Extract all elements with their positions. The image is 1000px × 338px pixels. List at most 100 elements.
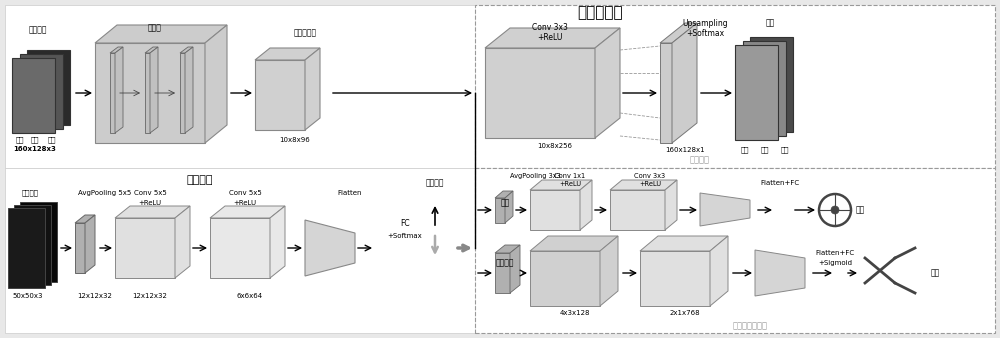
Text: +ReLU: +ReLU [537, 33, 563, 43]
Text: 高级指令: 高级指令 [426, 178, 444, 188]
Text: 左右两侧: 左右两侧 [496, 259, 514, 267]
Text: Conv 3x3: Conv 3x3 [634, 173, 666, 179]
Polygon shape [710, 236, 728, 306]
Polygon shape [672, 23, 697, 143]
Text: 12x12x32: 12x12x32 [78, 293, 112, 299]
Polygon shape [530, 251, 600, 306]
Text: 10x8x256: 10x8x256 [538, 143, 572, 149]
Text: 中间: 中间 [741, 147, 749, 153]
Polygon shape [505, 191, 513, 223]
Polygon shape [110, 53, 115, 133]
Polygon shape [110, 47, 123, 53]
Polygon shape [495, 245, 520, 253]
Text: Upsampling: Upsampling [682, 19, 728, 27]
Text: +ReLU: +ReLU [559, 181, 581, 187]
Polygon shape [75, 215, 95, 223]
Text: Conv 5x5: Conv 5x5 [134, 190, 166, 196]
Polygon shape [610, 180, 677, 190]
Polygon shape [180, 53, 185, 133]
Text: +ReLU: +ReLU [639, 181, 661, 187]
Polygon shape [600, 236, 618, 306]
Text: 左侧: 左侧 [761, 147, 769, 153]
Polygon shape [115, 47, 123, 133]
Text: +ReLU: +ReLU [138, 200, 162, 206]
Polygon shape [5, 5, 475, 168]
Polygon shape [665, 180, 677, 230]
Polygon shape [530, 180, 592, 190]
Polygon shape [495, 253, 510, 293]
Text: 多任务网络: 多任务网络 [577, 5, 623, 21]
Text: 导航地图: 导航地图 [22, 190, 38, 196]
Polygon shape [485, 28, 620, 48]
Polygon shape [95, 43, 205, 143]
Text: 右侧: 右侧 [781, 147, 789, 153]
Polygon shape [185, 47, 193, 133]
Polygon shape [8, 208, 45, 288]
Text: Conv 3x3: Conv 3x3 [532, 24, 568, 32]
Text: +Softmax: +Softmax [388, 233, 422, 239]
Polygon shape [145, 53, 150, 133]
Polygon shape [255, 60, 305, 130]
Polygon shape [115, 218, 175, 278]
Polygon shape [150, 47, 158, 133]
Text: 编码器: 编码器 [148, 24, 162, 32]
Text: 路口: 路口 [930, 268, 940, 277]
Polygon shape [640, 236, 728, 251]
Polygon shape [180, 47, 193, 53]
Text: 转角: 转角 [855, 206, 865, 215]
Text: 中间: 中间 [500, 198, 510, 208]
Polygon shape [75, 223, 85, 273]
Polygon shape [270, 206, 285, 278]
Text: 10x8x96: 10x8x96 [280, 137, 310, 143]
Text: 左侧: 左侧 [31, 137, 39, 143]
Text: 地图网络: 地图网络 [187, 175, 213, 185]
Text: Flatten+FC: Flatten+FC [815, 250, 855, 256]
Text: +Sigmoid: +Sigmoid [818, 260, 852, 266]
Text: +Softmax: +Softmax [686, 28, 724, 38]
Text: 编码器输出: 编码器输出 [293, 28, 317, 38]
Polygon shape [95, 25, 227, 43]
Polygon shape [85, 215, 95, 273]
Polygon shape [210, 218, 270, 278]
Text: Conv 1x1: Conv 1x1 [554, 173, 586, 179]
Polygon shape [743, 41, 786, 136]
Text: 中间: 中间 [16, 137, 24, 143]
Polygon shape [12, 58, 55, 133]
Polygon shape [210, 206, 285, 218]
Polygon shape [735, 45, 778, 140]
Text: Conv 5x5: Conv 5x5 [229, 190, 261, 196]
Polygon shape [20, 202, 57, 282]
Polygon shape [305, 220, 355, 276]
Text: 相机图片: 相机图片 [29, 25, 47, 34]
Text: 底点检测: 底点检测 [690, 155, 710, 165]
Polygon shape [485, 48, 595, 138]
Polygon shape [145, 47, 158, 53]
Text: AvgPooling 3x3: AvgPooling 3x3 [510, 173, 560, 179]
Polygon shape [580, 180, 592, 230]
Polygon shape [14, 205, 51, 285]
Text: Flatten: Flatten [338, 190, 362, 196]
Polygon shape [115, 206, 190, 218]
Text: 右侧: 右侧 [48, 137, 56, 143]
Polygon shape [640, 251, 710, 306]
Text: 2x1x768: 2x1x768 [670, 310, 700, 316]
Text: 160x128x3: 160x128x3 [14, 146, 56, 152]
Polygon shape [495, 191, 513, 198]
Text: +ReLU: +ReLU [233, 200, 257, 206]
Polygon shape [305, 48, 320, 130]
Polygon shape [610, 190, 665, 230]
Text: 6x6x64: 6x6x64 [237, 293, 263, 299]
Polygon shape [595, 28, 620, 138]
Polygon shape [750, 37, 793, 132]
Polygon shape [700, 193, 750, 226]
Text: FC: FC [400, 218, 410, 227]
Polygon shape [5, 168, 475, 333]
Polygon shape [175, 206, 190, 278]
Polygon shape [530, 190, 580, 230]
Text: 4x3x128: 4x3x128 [560, 310, 590, 316]
Text: 160x128x1: 160x128x1 [665, 147, 705, 153]
Polygon shape [510, 245, 520, 293]
Polygon shape [475, 168, 995, 333]
Polygon shape [495, 198, 505, 223]
Text: 底点: 底点 [765, 19, 775, 27]
